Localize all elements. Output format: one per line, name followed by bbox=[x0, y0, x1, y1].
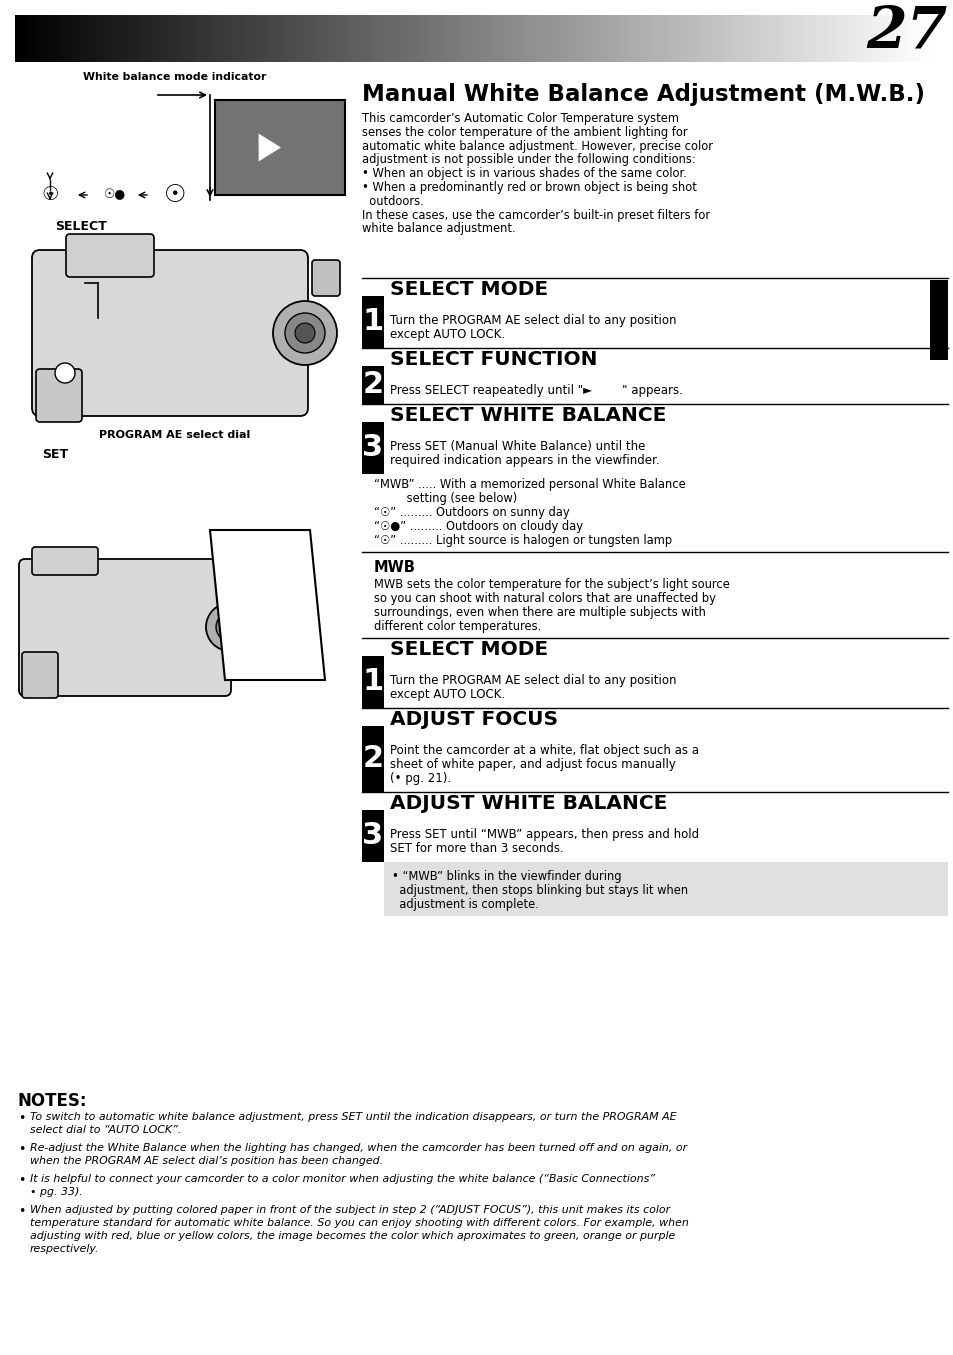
Text: • When an object is in various shades of the same color.: • When an object is in various shades of… bbox=[361, 167, 686, 180]
Bar bbox=[361, 656, 384, 707]
Text: “☉” ......... Outdoors on sunny day: “☉” ......... Outdoors on sunny day bbox=[374, 505, 569, 519]
Text: “☉●” ......... Outdoors on cloudy day: “☉●” ......... Outdoors on cloudy day bbox=[374, 520, 582, 533]
Bar bbox=[361, 421, 384, 474]
Text: (• pg. 21).: (• pg. 21). bbox=[390, 772, 451, 785]
FancyBboxPatch shape bbox=[22, 652, 58, 698]
Text: ☉: ☉ bbox=[164, 183, 186, 207]
Text: SET: SET bbox=[42, 449, 68, 461]
Text: outdoors.: outdoors. bbox=[361, 195, 423, 207]
Text: SELECT MODE: SELECT MODE bbox=[390, 640, 548, 659]
Text: so you can shoot with natural colors that are unaffected by: so you can shoot with natural colors tha… bbox=[374, 592, 715, 604]
Text: •: • bbox=[18, 1112, 26, 1125]
Bar bbox=[384, 862, 947, 916]
Text: 3: 3 bbox=[362, 821, 383, 850]
Text: except AUTO LOCK.: except AUTO LOCK. bbox=[390, 328, 504, 341]
Text: Point the camcorder at a white, flat object such as a: Point the camcorder at a white, flat obj… bbox=[390, 744, 699, 756]
Bar bbox=[214, 100, 345, 195]
Text: • pg. 33).: • pg. 33). bbox=[30, 1187, 83, 1196]
Text: ☉●: ☉● bbox=[104, 188, 126, 202]
Circle shape bbox=[215, 612, 244, 641]
Text: SELECT MODE: SELECT MODE bbox=[390, 280, 548, 299]
Text: ☉: ☉ bbox=[41, 186, 59, 205]
Text: Press SET (Manual White Balance) until the: Press SET (Manual White Balance) until t… bbox=[390, 440, 644, 453]
Text: 2: 2 bbox=[362, 744, 383, 774]
Text: Press SET until “MWB” appears, then press and hold: Press SET until “MWB” appears, then pres… bbox=[390, 828, 699, 840]
Text: Manual White Balance Adjustment (M.W.B.): Manual White Balance Adjustment (M.W.B.) bbox=[361, 83, 924, 106]
FancyBboxPatch shape bbox=[312, 260, 339, 295]
Text: 1: 1 bbox=[362, 667, 383, 696]
Text: senses the color temperature of the ambient lighting for: senses the color temperature of the ambi… bbox=[361, 126, 687, 138]
Text: sheet of white paper, and adjust focus manually: sheet of white paper, and adjust focus m… bbox=[390, 757, 675, 771]
Bar bbox=[361, 810, 384, 862]
Text: required indication appears in the viewfinder.: required indication appears in the viewf… bbox=[390, 454, 659, 467]
Text: PROGRAM AE select dial: PROGRAM AE select dial bbox=[99, 430, 251, 440]
Text: select dial to “AUTO LOCK”.: select dial to “AUTO LOCK”. bbox=[30, 1125, 181, 1135]
FancyBboxPatch shape bbox=[36, 369, 82, 421]
Circle shape bbox=[285, 313, 325, 354]
Text: surroundings, even when there are multiple subjects with: surroundings, even when there are multip… bbox=[374, 606, 705, 619]
Text: when the PROGRAM AE select dial’s position has been changed.: when the PROGRAM AE select dial’s positi… bbox=[30, 1156, 383, 1167]
Text: Turn the PROGRAM AE select dial to any position: Turn the PROGRAM AE select dial to any p… bbox=[390, 314, 676, 327]
Text: When adjusted by putting colored paper in front of the subject in step 2 (“ADJUS: When adjusted by putting colored paper i… bbox=[30, 1205, 669, 1215]
Text: adjustment is complete.: adjustment is complete. bbox=[392, 898, 538, 911]
Text: “☉” ......... Light source is halogen or tungsten lamp: “☉” ......... Light source is halogen or… bbox=[374, 534, 672, 547]
Text: MWB: MWB bbox=[374, 560, 416, 575]
Text: except AUTO LOCK.: except AUTO LOCK. bbox=[390, 688, 504, 701]
Text: setting (see below): setting (see below) bbox=[374, 492, 517, 505]
Text: SELECT FUNCTION: SELECT FUNCTION bbox=[390, 350, 597, 369]
Text: This camcorder’s Automatic Color Temperature system: This camcorder’s Automatic Color Tempera… bbox=[361, 112, 679, 125]
Text: Re-adjust the White Balance when the lighting has changed, when the camcorder ha: Re-adjust the White Balance when the lig… bbox=[30, 1144, 686, 1153]
Polygon shape bbox=[210, 530, 325, 680]
Text: adjustment, then stops blinking but stays lit when: adjustment, then stops blinking but stay… bbox=[392, 883, 687, 897]
Text: NOTES:: NOTES: bbox=[18, 1092, 88, 1110]
Circle shape bbox=[273, 301, 336, 364]
Text: adjusting with red, blue or yellow colors, the image becomes the color which apr: adjusting with red, blue or yellow color… bbox=[30, 1230, 675, 1241]
Text: SET for more than 3 seconds.: SET for more than 3 seconds. bbox=[390, 841, 563, 855]
FancyBboxPatch shape bbox=[66, 234, 153, 276]
FancyBboxPatch shape bbox=[32, 251, 308, 416]
Text: ADJUST FOCUS: ADJUST FOCUS bbox=[390, 710, 558, 729]
Text: • When a predominantly red or brown object is being shot: • When a predominantly red or brown obje… bbox=[361, 182, 696, 194]
Text: To switch to automatic white balance adjustment, press SET until the indication : To switch to automatic white balance adj… bbox=[30, 1112, 676, 1122]
Text: respectively.: respectively. bbox=[30, 1244, 99, 1253]
Bar bbox=[361, 726, 384, 791]
Bar bbox=[361, 295, 384, 348]
Text: SELECT: SELECT bbox=[55, 220, 107, 233]
Text: white balance adjustment.: white balance adjustment. bbox=[361, 222, 515, 236]
Text: White balance mode indicator: White balance mode indicator bbox=[83, 72, 267, 83]
Bar bbox=[361, 366, 384, 404]
Text: 3: 3 bbox=[362, 434, 383, 462]
Text: It is helpful to connect your camcorder to a color monitor when adjusting the wh: It is helpful to connect your camcorder … bbox=[30, 1173, 655, 1184]
Text: Turn the PROGRAM AE select dial to any position: Turn the PROGRAM AE select dial to any p… bbox=[390, 673, 676, 687]
Text: adjustment is not possible under the following conditions:: adjustment is not possible under the fol… bbox=[361, 153, 695, 167]
Polygon shape bbox=[258, 134, 281, 161]
FancyBboxPatch shape bbox=[32, 547, 98, 575]
Text: In these cases, use the camcorder’s built-in preset filters for: In these cases, use the camcorder’s buil… bbox=[361, 209, 709, 222]
Bar bbox=[929, 280, 947, 360]
Text: •: • bbox=[18, 1205, 26, 1218]
Text: SELECT WHITE BALANCE: SELECT WHITE BALANCE bbox=[390, 406, 666, 425]
Text: “MWB” ..... With a memorized personal White Balance: “MWB” ..... With a memorized personal Wh… bbox=[374, 478, 685, 491]
Text: •: • bbox=[18, 1144, 26, 1156]
FancyBboxPatch shape bbox=[19, 560, 231, 696]
Text: automatic white balance adjustment. However, precise color: automatic white balance adjustment. Howe… bbox=[361, 140, 712, 153]
Text: 2: 2 bbox=[362, 370, 383, 400]
Text: ADJUST WHITE BALANCE: ADJUST WHITE BALANCE bbox=[390, 794, 667, 813]
Text: 27: 27 bbox=[866, 4, 947, 60]
Text: Press SELECT reapeatedly until "►        " appears.: Press SELECT reapeatedly until "► " appe… bbox=[390, 383, 682, 397]
Text: 1: 1 bbox=[362, 308, 383, 336]
Text: •: • bbox=[18, 1173, 26, 1187]
Circle shape bbox=[294, 322, 314, 343]
Circle shape bbox=[206, 603, 253, 650]
Text: • “MWB” blinks in the viewfinder during: • “MWB” blinks in the viewfinder during bbox=[392, 870, 620, 882]
Text: temperature standard for automatic white balance. So you can enjoy shooting with: temperature standard for automatic white… bbox=[30, 1218, 688, 1228]
Text: MWB sets the color temperature for the subject’s light source: MWB sets the color temperature for the s… bbox=[374, 577, 729, 591]
Circle shape bbox=[55, 363, 75, 383]
Text: different color temperatures.: different color temperatures. bbox=[374, 619, 540, 633]
